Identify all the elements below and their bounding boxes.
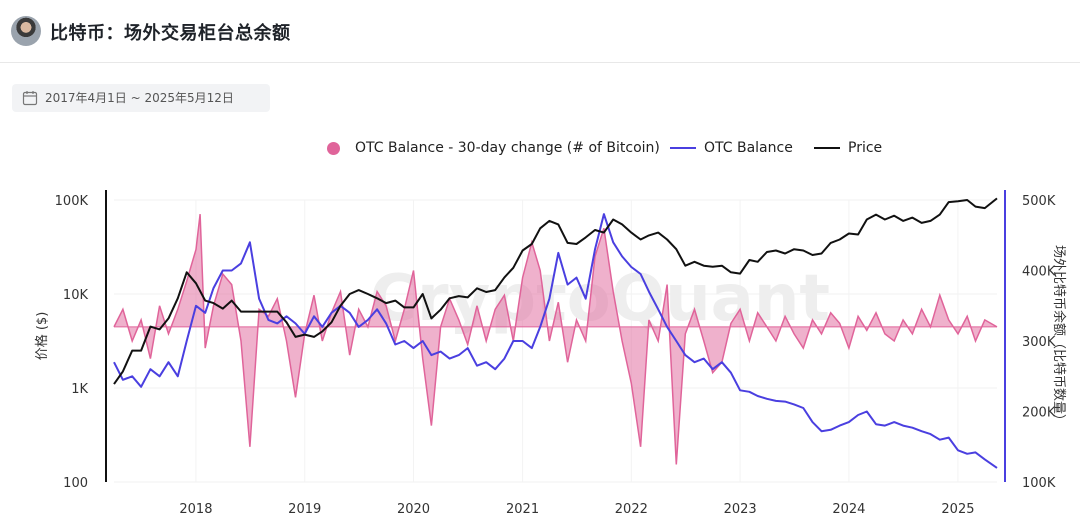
left-tick-label: 10K <box>63 288 89 303</box>
legend-label-otc-change: OTC Balance - 30-day change (# of Bitcoi… <box>355 140 660 156</box>
x-axis-ticks: 2018 2019 2020 2021 2022 2023 2024 2025 <box>179 502 974 517</box>
x-tick-label: 2020 <box>397 502 430 517</box>
legend-label-otc-balance: OTC Balance <box>704 140 793 156</box>
x-tick-label: 2019 <box>288 502 321 517</box>
x-tick-label: 2024 <box>832 502 865 517</box>
legend-swatch-otc-change <box>327 141 340 155</box>
right-tick-label: 200K <box>1022 406 1056 421</box>
right-tick-label: 500K <box>1022 194 1056 209</box>
right-axis-title: 场外比特币余额（比特币数量） <box>1051 245 1067 427</box>
series-price-line <box>113 197 998 385</box>
x-tick-label: 2021 <box>506 502 539 517</box>
legend-swatch-otc-balance <box>670 146 696 150</box>
calendar-icon <box>22 91 38 106</box>
right-tick-label: 300K <box>1022 335 1056 350</box>
series-otc-balance-group <box>113 213 998 469</box>
left-tick-label: 100 <box>63 476 88 491</box>
page-header: 比特币：场外交易柜台总余额 <box>0 0 1080 63</box>
right-tick-label: 400K <box>1022 265 1056 280</box>
date-range-picker[interactable]: 2017年4月1日 ~ 2025年5月12日 <box>12 84 270 112</box>
legend-item-price[interactable]: Price <box>814 140 882 156</box>
x-tick-label: 2018 <box>179 502 212 517</box>
x-tick-label: 2022 <box>615 502 648 517</box>
legend-swatch-price <box>814 146 840 150</box>
legend-item-otc-change[interactable]: OTC Balance - 30-day change (# of Bitcoi… <box>327 140 660 156</box>
avatar[interactable] <box>11 16 41 46</box>
right-tick-label: 100K <box>1022 476 1056 491</box>
series-otc-change-group <box>113 214 998 465</box>
left-axis-title: 价格 ($) <box>34 312 50 361</box>
series-otc-balance-line <box>113 213 998 469</box>
series-price-group <box>113 197 998 385</box>
date-range-label: 2017年4月1日 ~ 2025年5月12日 <box>45 91 234 105</box>
legend-label-price: Price <box>848 140 883 156</box>
x-tick-label: 2025 <box>941 502 974 517</box>
chart-legend: OTC Balance - 30-day change (# of Bitcoi… <box>0 140 1080 160</box>
series-otc-change-line <box>113 214 998 465</box>
x-tick-label: 2023 <box>724 502 757 517</box>
page-title: 比特币：场外交易柜台总余额 <box>50 23 291 44</box>
left-tick-label: 100K <box>55 194 89 209</box>
series-otc-change-area <box>114 214 997 465</box>
legend-item-otc-balance[interactable]: OTC Balance <box>670 140 793 156</box>
right-axis-ticks: 100K 200K 300K 400K 500K <box>1022 194 1056 491</box>
left-tick-label: 1K <box>71 382 88 397</box>
left-axis-ticks: 100 1K 10K 100K <box>55 194 89 491</box>
